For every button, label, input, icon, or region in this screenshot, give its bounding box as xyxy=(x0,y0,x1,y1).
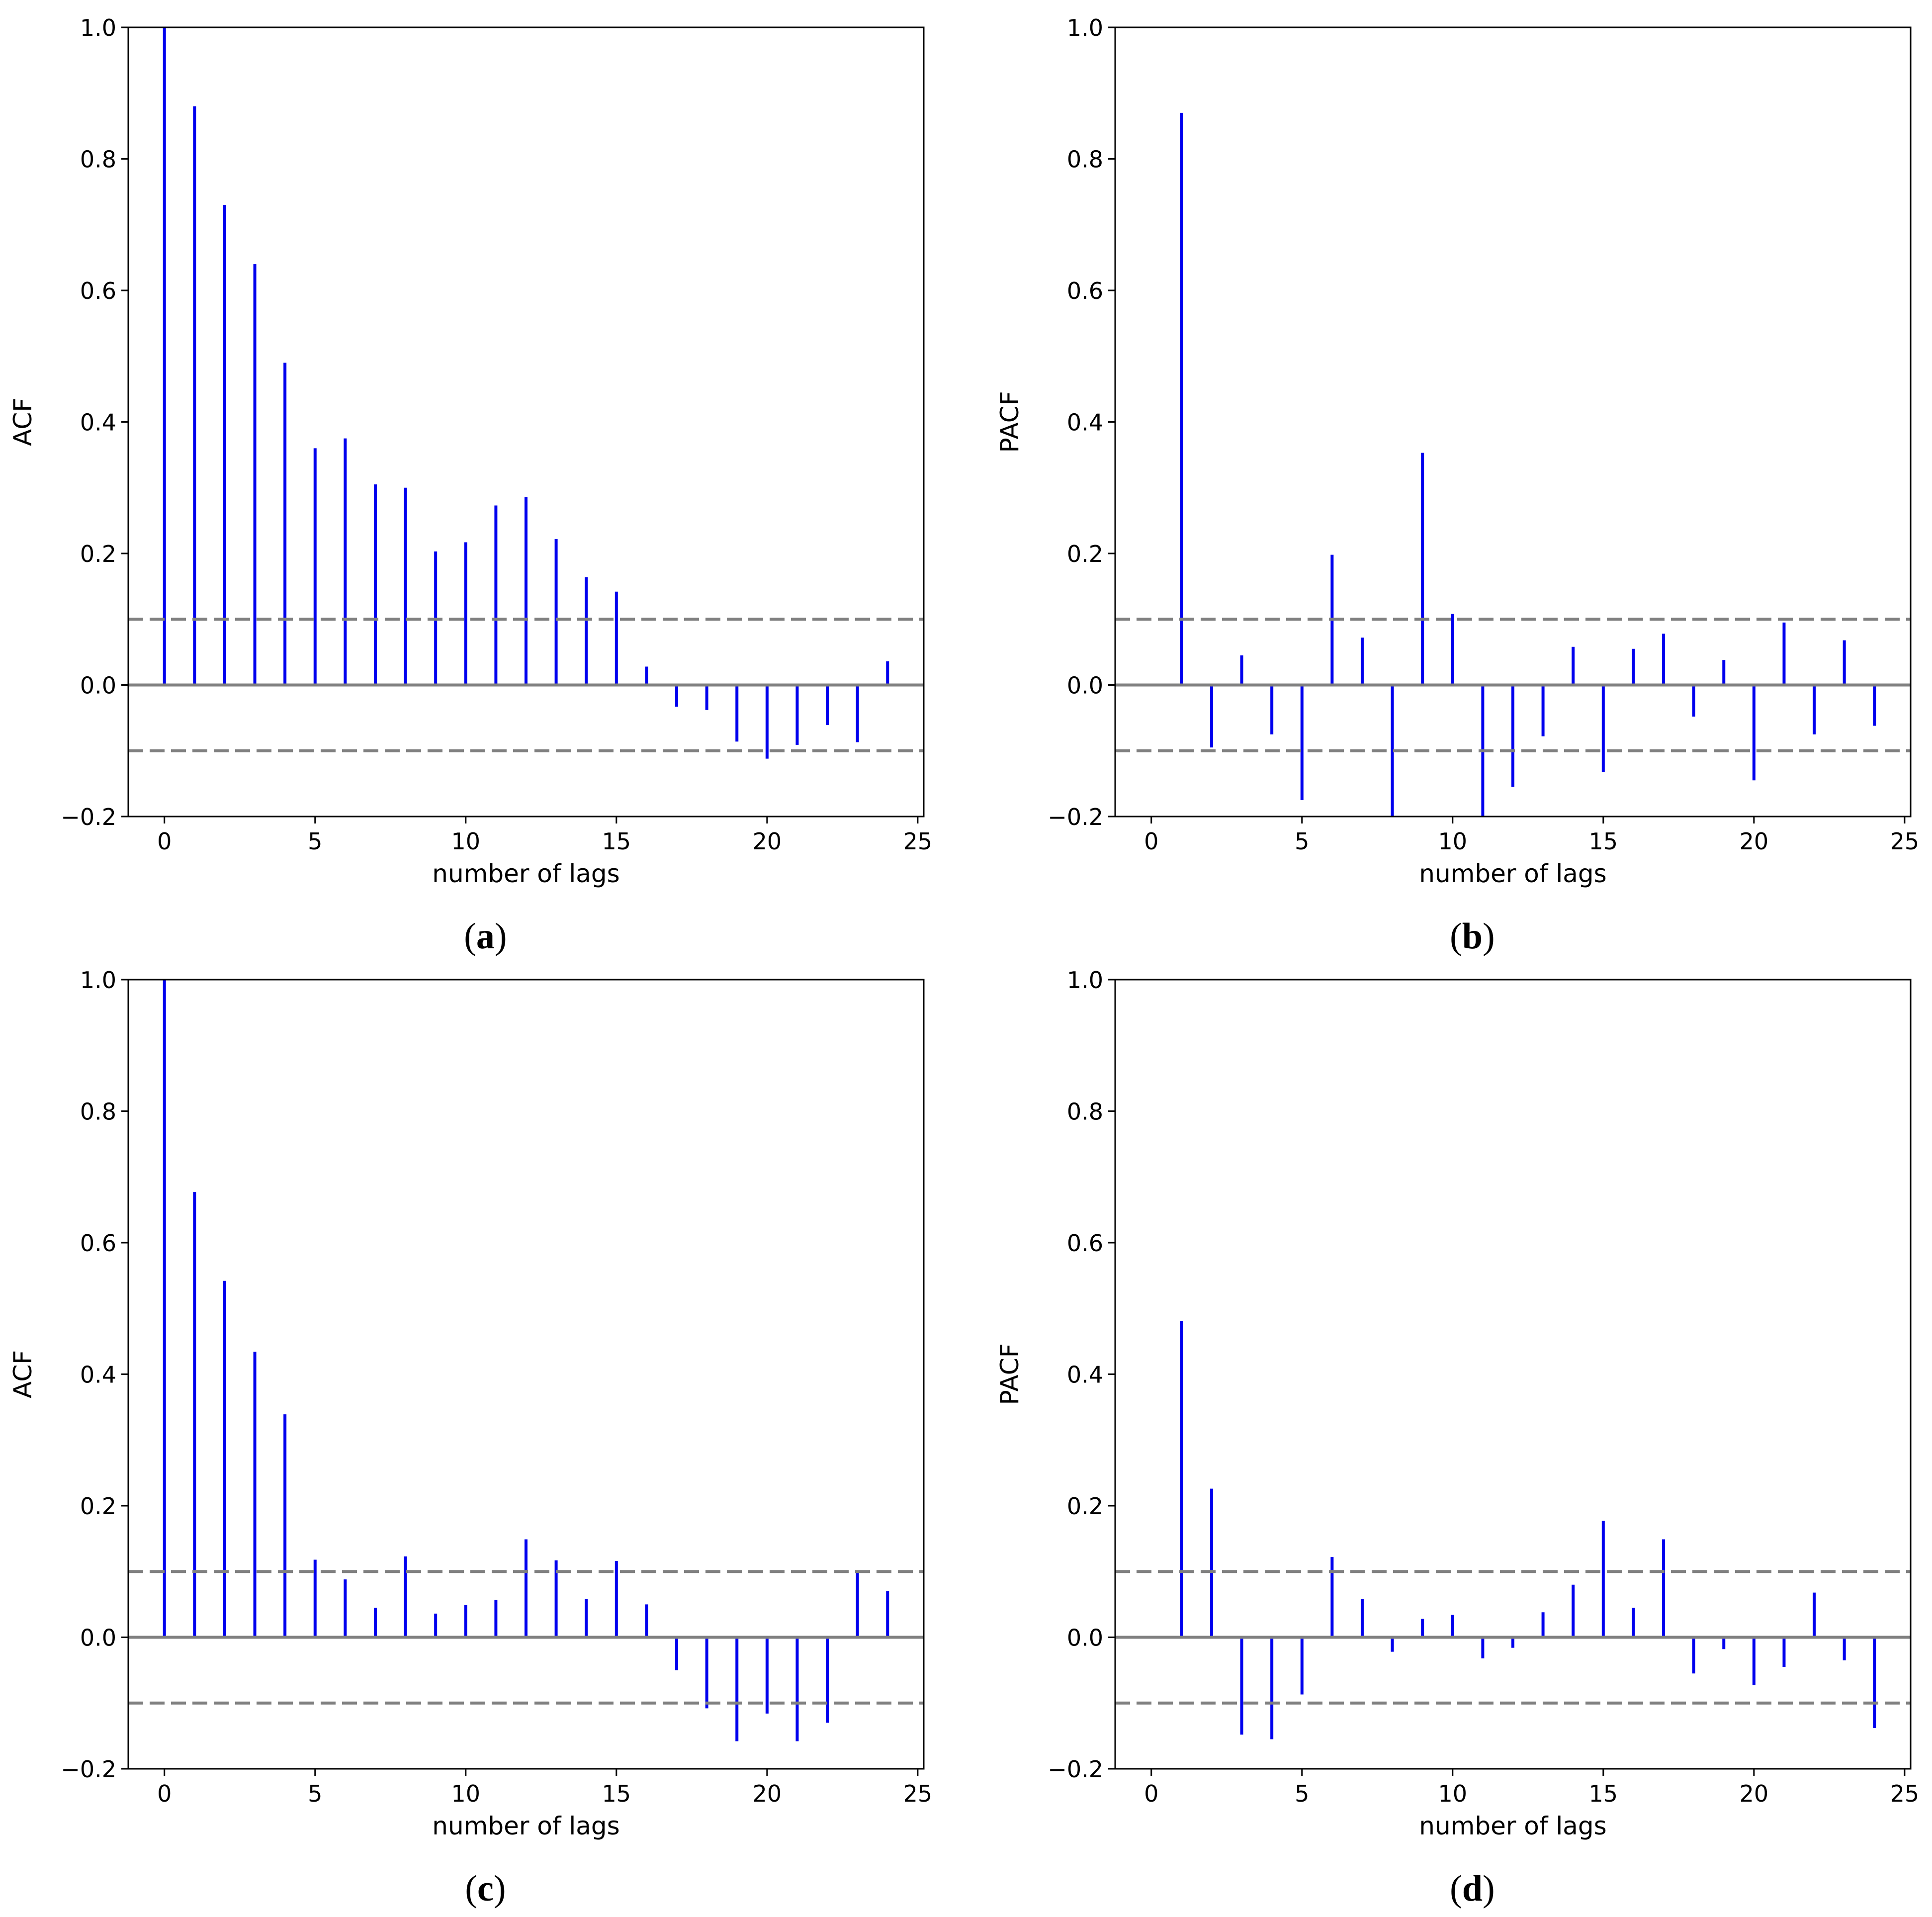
x-tick-label: 25 xyxy=(1890,1780,1920,1807)
caption-letter: d xyxy=(1462,1868,1483,1909)
stem-series xyxy=(1180,112,1876,817)
caption-open: ( xyxy=(464,916,476,957)
panel-caption: (d) xyxy=(1450,1868,1494,1909)
y-tick-label: 1.0 xyxy=(80,14,116,41)
caption-close: ) xyxy=(494,1868,506,1909)
stem-series xyxy=(1180,1321,1876,1739)
x-tick-label: 25 xyxy=(903,1780,933,1807)
y-tick-label: 0.8 xyxy=(1067,146,1103,173)
x-tick-label: 15 xyxy=(1589,828,1618,855)
y-axis-label: ACF xyxy=(8,1350,37,1398)
x-tick-label: 5 xyxy=(308,1780,322,1807)
y-tick-label: 0.4 xyxy=(1067,1362,1103,1388)
stem-series xyxy=(163,27,889,759)
x-tick-label: 25 xyxy=(903,828,933,855)
y-axis-label: PACF xyxy=(995,1344,1024,1405)
panel-d: 0 5 10 15 20 25 −0.2 0.0 0.2 0.4 0.6 0.8 1.0 number o… xyxy=(995,967,1919,1909)
panel-caption: (a) xyxy=(464,916,507,957)
y-tick-label: −0.2 xyxy=(61,1756,116,1783)
y-tick-label: 0.0 xyxy=(1067,672,1103,699)
y-tick-label: 0.4 xyxy=(80,1362,116,1388)
y-tick-label: 0.0 xyxy=(80,1625,116,1651)
panel-c: 0 5 10 15 20 25 −0.2 0.0 0.2 0.4 0.6 0.8 1.0 number o… xyxy=(8,967,932,1909)
y-tick-label: 0.6 xyxy=(1067,1230,1103,1257)
caption-open: ( xyxy=(1450,1868,1462,1909)
y-tick-label: 0.6 xyxy=(1067,277,1103,304)
panel-caption: (c) xyxy=(465,1868,506,1909)
x-tick-label: 10 xyxy=(1438,1780,1468,1807)
x-tick-label: 10 xyxy=(1438,828,1468,855)
plot-frame xyxy=(127,979,925,1770)
y-tick-label: 1.0 xyxy=(80,967,116,994)
x-tick-label: 15 xyxy=(602,828,631,855)
y-tick-label: 0.6 xyxy=(80,277,116,304)
x-tick-label: 0 xyxy=(157,828,172,855)
caption-letter: b xyxy=(1462,916,1483,957)
x-axis-label: number of lags xyxy=(1419,1812,1606,1840)
plot-frame xyxy=(1114,979,1912,1770)
y-tick-label: 0.2 xyxy=(1067,1493,1103,1520)
y-tick-label: −0.2 xyxy=(61,804,116,830)
x-tick-label: 10 xyxy=(451,1780,481,1807)
caption-close: ) xyxy=(1483,916,1495,957)
x-axis-label: number of lags xyxy=(432,1812,619,1840)
x-tick-label: 10 xyxy=(451,828,481,855)
x-tick-label: 0 xyxy=(1144,828,1158,855)
caption-close: ) xyxy=(1483,1868,1495,1909)
caption-open: ( xyxy=(1450,916,1462,957)
y-tick-label: 0.0 xyxy=(1067,1625,1103,1651)
x-tick-label: 15 xyxy=(1589,1780,1618,1807)
caption-letter: c xyxy=(477,1868,494,1909)
y-tick-label: 1.0 xyxy=(1067,967,1103,994)
x-tick-label: 5 xyxy=(1295,828,1309,855)
x-tick-label: 5 xyxy=(308,828,322,855)
x-axis-label: number of lags xyxy=(432,859,619,888)
x-tick-label: 25 xyxy=(1890,828,1920,855)
y-tick-label: 0.6 xyxy=(80,1230,116,1257)
x-tick-label: 5 xyxy=(1295,1780,1309,1807)
y-tick-label: 0.4 xyxy=(1067,409,1103,436)
y-axis-label: PACF xyxy=(995,391,1024,453)
x-tick-label: 0 xyxy=(1144,1780,1158,1807)
y-tick-label: 0.2 xyxy=(80,541,116,567)
x-tick-label: 20 xyxy=(753,1780,782,1807)
y-tick-label: −0.2 xyxy=(1048,1756,1103,1783)
x-tick-label: 20 xyxy=(1740,1780,1769,1807)
y-tick-label: −0.2 xyxy=(1048,804,1103,830)
y-tick-label: 0.4 xyxy=(80,409,116,436)
y-tick-label: 0.8 xyxy=(80,146,116,173)
y-tick-label: 0.0 xyxy=(80,672,116,699)
y-tick-label: 0.2 xyxy=(1067,541,1103,567)
y-axis-label: ACF xyxy=(8,398,37,446)
x-tick-label: 20 xyxy=(753,828,782,855)
y-tick-label: 0.8 xyxy=(80,1098,116,1125)
panel-a: 0 5 10 15 20 25 −0.2 0.0 0.2 0.4 0.6 0.8 1.0 number o… xyxy=(8,14,932,957)
panel-b: 0 5 10 15 20 25 −0.2 0.0 0.2 0.4 0.6 0.8 1.0 number o… xyxy=(995,14,1919,957)
panel-caption: (b) xyxy=(1450,916,1494,957)
caption-close: ) xyxy=(495,916,507,957)
x-axis-label: number of lags xyxy=(1419,859,1606,888)
caption-open: ( xyxy=(465,1868,477,1909)
x-tick-label: 20 xyxy=(1740,828,1769,855)
x-tick-label: 0 xyxy=(157,1780,172,1807)
y-tick-label: 1.0 xyxy=(1067,14,1103,41)
plot-frame xyxy=(127,26,925,818)
y-tick-label: 0.2 xyxy=(80,1493,116,1520)
caption-letter: a xyxy=(476,916,495,957)
stem-series xyxy=(163,980,889,1741)
x-tick-label: 15 xyxy=(602,1780,631,1807)
y-tick-label: 0.8 xyxy=(1067,1098,1103,1125)
